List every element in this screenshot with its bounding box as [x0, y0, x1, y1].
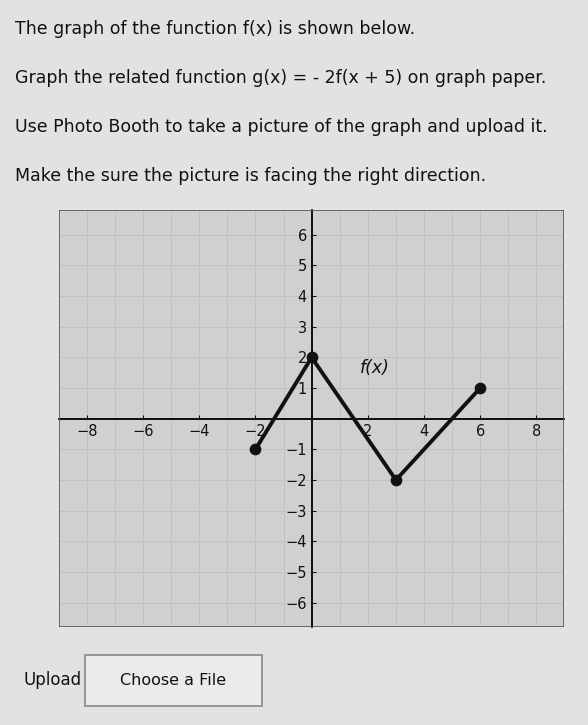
Text: Use Photo Booth to take a picture of the graph and upload it.: Use Photo Booth to take a picture of the…	[15, 118, 547, 136]
Text: Choose a File: Choose a File	[121, 673, 226, 688]
Point	[391, 474, 400, 486]
FancyBboxPatch shape	[85, 655, 262, 706]
Text: Upload: Upload	[24, 671, 82, 689]
Text: f(x): f(x)	[359, 359, 389, 377]
Text: Make the sure the picture is facing the right direction.: Make the sure the picture is facing the …	[15, 167, 486, 185]
Bar	[59, 210, 564, 627]
Text: The graph of the function f(x) is shown below.: The graph of the function f(x) is shown …	[15, 20, 415, 38]
Point	[476, 382, 485, 394]
Point	[250, 444, 260, 455]
Point	[307, 352, 316, 363]
Text: Graph the related function g(x) = - 2f(x + 5) on graph paper.: Graph the related function g(x) = - 2f(x…	[15, 70, 546, 87]
